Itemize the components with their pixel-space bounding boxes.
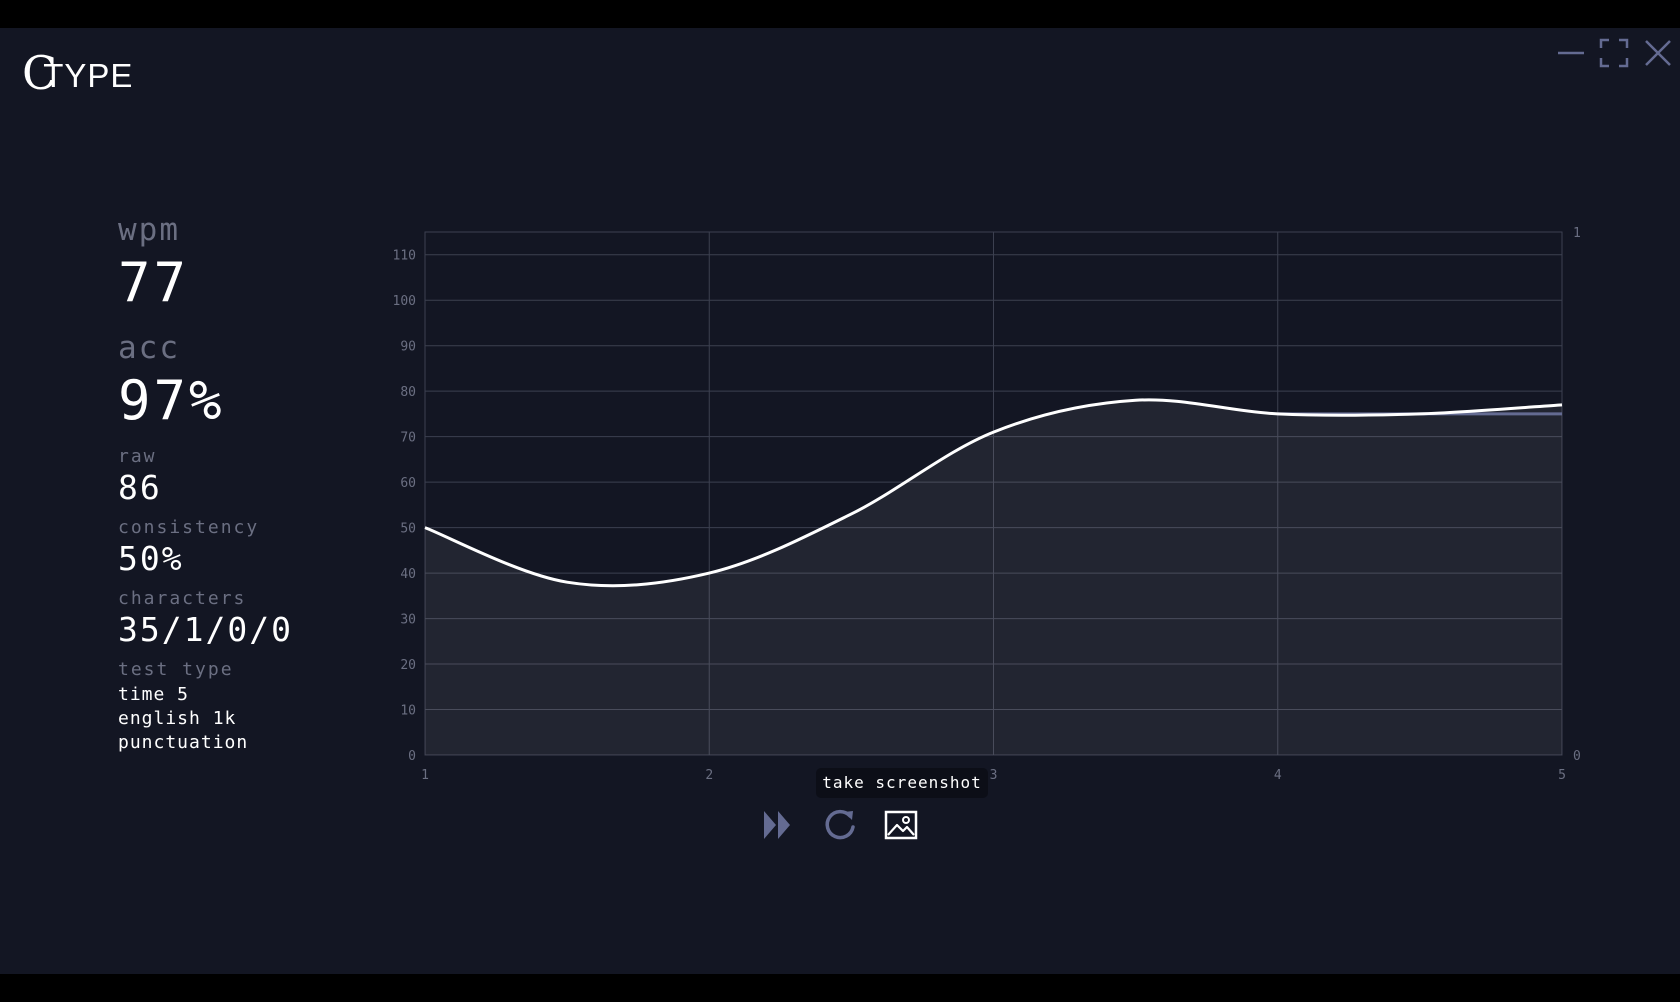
x-tick-label: 2 [705, 768, 713, 783]
test-type-label: test type [118, 659, 234, 680]
logo-letter: C [22, 46, 58, 100]
x-tick-label: 5 [1558, 768, 1566, 783]
y-tick-label: 40 [400, 567, 416, 582]
y-tick-label: 110 [393, 249, 416, 264]
series-line-wpm [424, 398, 1563, 588]
characters-label: characters [118, 588, 247, 609]
close-icon [1645, 40, 1671, 66]
x-tick-label: 3 [990, 768, 998, 783]
restart-button[interactable] [815, 800, 865, 850]
y2-tick-label: 1 [1573, 226, 1581, 241]
wpm-label: wpm [118, 212, 180, 248]
x-tick-label: 1 [421, 768, 429, 783]
maximize-button[interactable] [1597, 36, 1631, 70]
series-area [425, 399, 1562, 755]
y-tick-label: 20 [400, 658, 416, 673]
screenshot-icon [884, 810, 918, 840]
y-tick-label: 70 [400, 431, 416, 446]
test-type-language: english 1k [118, 708, 237, 729]
test-type-mode: time 5 [118, 684, 190, 705]
y2-tick-label: 0 [1573, 749, 1581, 764]
wpm-value: 77 [118, 251, 190, 314]
y-tick-label: 30 [400, 613, 416, 628]
y-tick-label: 10 [400, 704, 416, 719]
y-tick-label: 0 [408, 749, 416, 764]
app-logo: C TYPE [22, 48, 133, 96]
next-test-icon [764, 811, 790, 839]
logo-text: TYPE [43, 57, 134, 94]
y-tick-label: 60 [400, 476, 416, 491]
close-button[interactable] [1641, 36, 1675, 70]
y-tick-label: 100 [393, 294, 416, 309]
result-stats: wpm 77 acc 97% raw 86 consistency 50% ch… [118, 208, 378, 755]
raw-label: raw [118, 446, 157, 467]
x-tick-label: 4 [1274, 768, 1282, 783]
consistency-label: consistency [118, 517, 260, 538]
minimize-button[interactable] [1554, 36, 1588, 70]
maximize-icon [1599, 38, 1629, 68]
y-tick-label: 80 [400, 385, 416, 400]
app-window: C TYPE wpm 77 acc 97% raw 86 consistency… [0, 28, 1680, 974]
next-test-button[interactable] [753, 800, 803, 850]
y-tick-label: 90 [400, 340, 416, 355]
restart-icon [825, 809, 855, 840]
test-type-punctuation: punctuation [118, 732, 249, 753]
screenshot-tooltip: take screenshot [816, 768, 988, 798]
consistency-value: 50% [118, 539, 184, 578]
raw-value: 86 [118, 468, 162, 507]
y-tick-label: 50 [400, 522, 416, 537]
acc-value: 97% [118, 369, 225, 432]
minimize-icon [1558, 51, 1584, 55]
acc-label: acc [118, 330, 180, 366]
characters-value: 35/1/0/0 [118, 610, 293, 649]
screenshot-button[interactable] [876, 800, 926, 850]
